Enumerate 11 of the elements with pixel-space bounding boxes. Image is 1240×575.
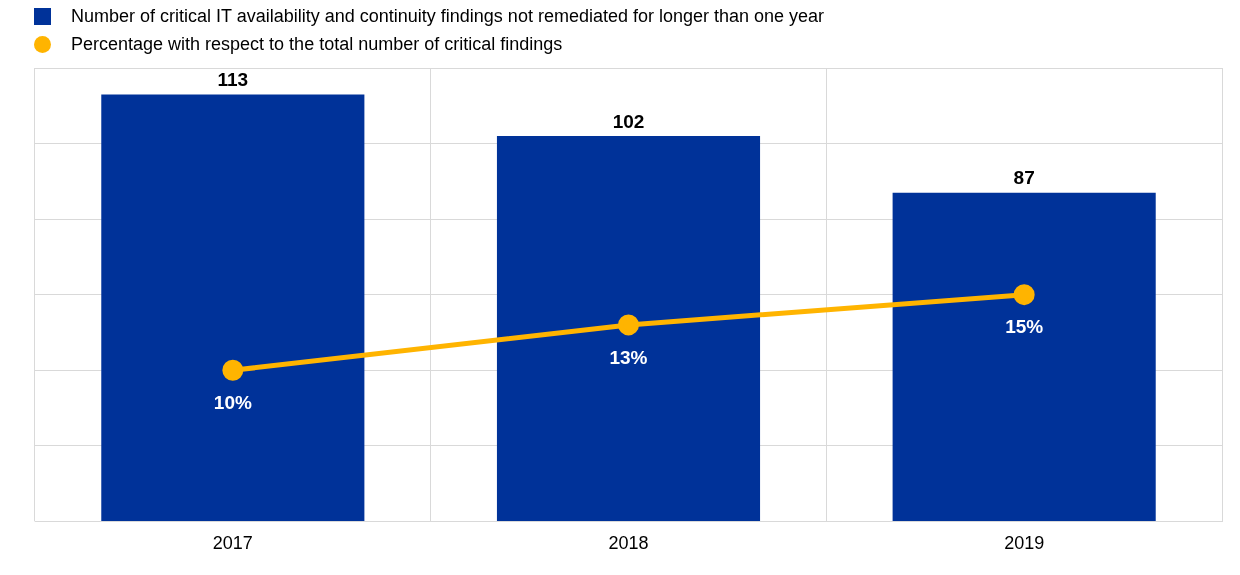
data-label: 102 — [612, 110, 645, 132]
data-label: 113 — [217, 69, 249, 91]
legend-label: Number of critical IT availability and continuity findings not remediated for longer than one year — [71, 5, 825, 27]
x-tick-label: 2017 — [212, 533, 253, 554]
data-label: 13% — [609, 346, 648, 368]
x-tick-label: 2019 — [1004, 533, 1045, 554]
data-label: 15% — [1005, 316, 1044, 338]
legend-label: Percentage with respect to the total number of critical findings — [71, 33, 563, 55]
data-label: 87 — [1013, 167, 1035, 189]
data-label: 10% — [213, 392, 252, 413]
x-tick-label: 2018 — [608, 533, 649, 554]
